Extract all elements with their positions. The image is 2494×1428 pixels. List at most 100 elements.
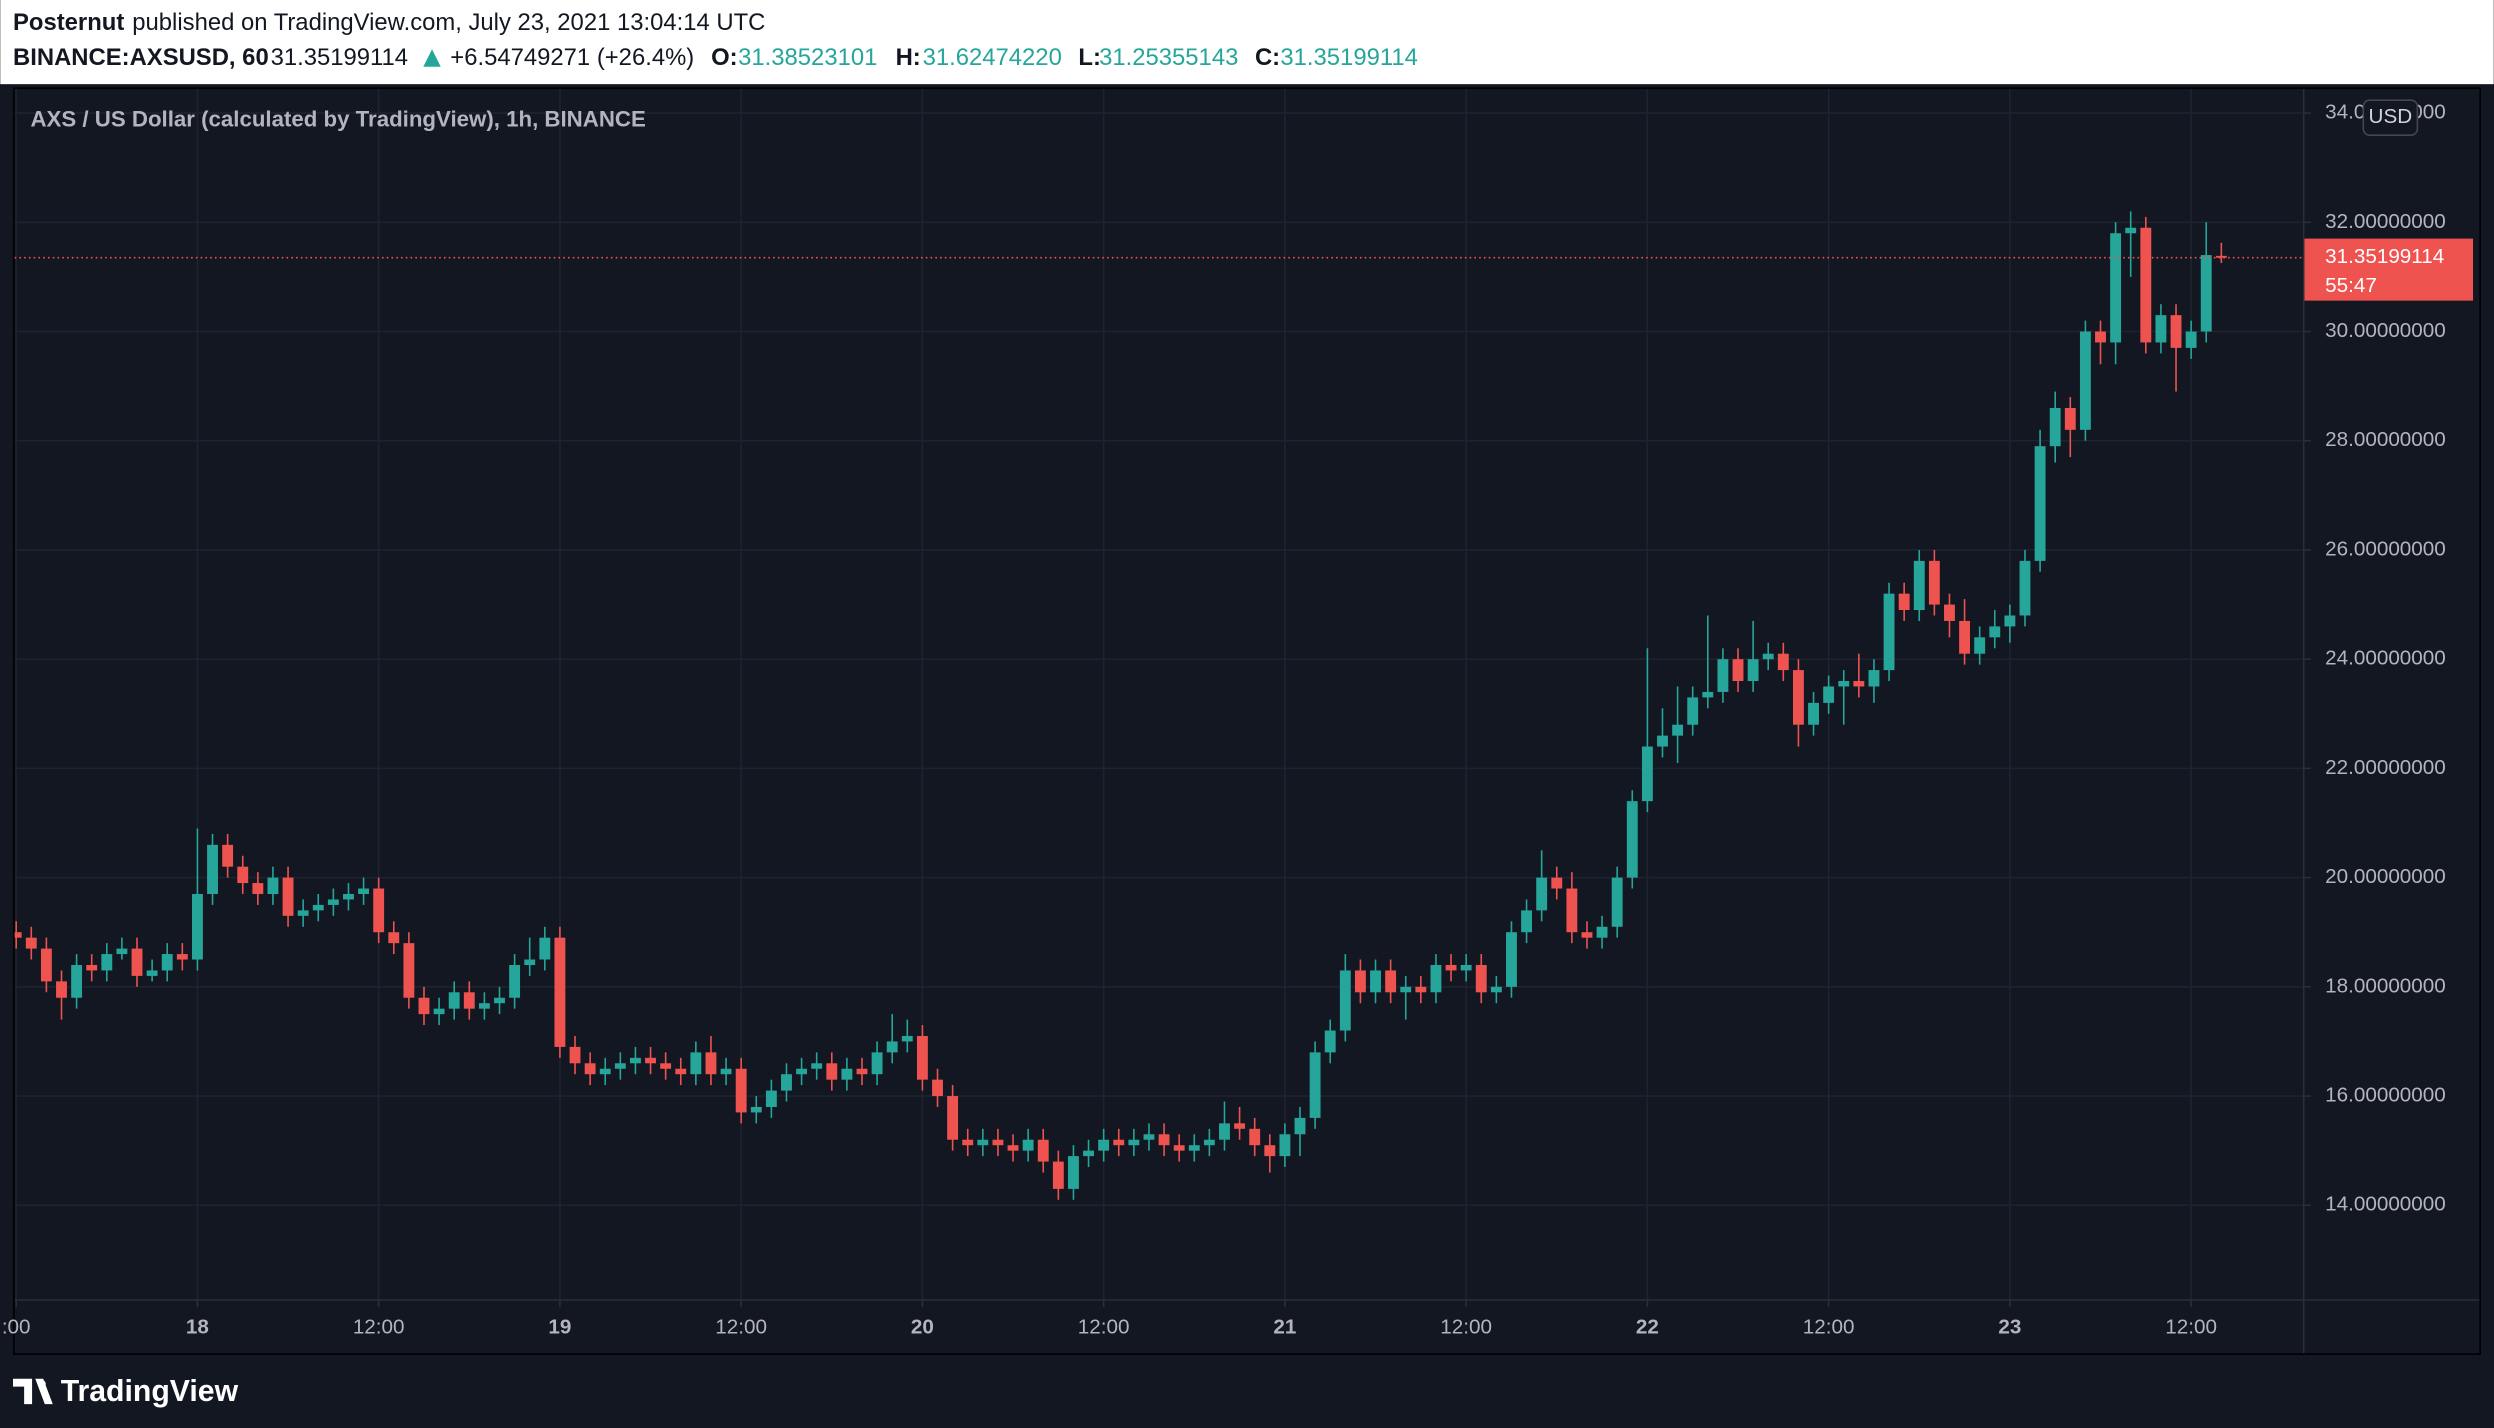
candle-body (1641, 746, 1653, 802)
candle-body (1460, 964, 1472, 971)
candle-body (1430, 964, 1442, 993)
candle-body (614, 1063, 626, 1069)
candle-body (1777, 653, 1789, 671)
candle-body (86, 964, 98, 971)
axes: 14.00000000 16.00000000 18.00000000 20.0000… (2, 101, 2474, 1338)
candle-body (1022, 1139, 1034, 1151)
candle-body (962, 1139, 974, 1146)
candle-body (312, 904, 324, 911)
candle-body (1249, 1128, 1261, 1146)
candle-body (71, 964, 83, 998)
candle-body (25, 937, 37, 949)
published-info: published on TradingView.com, July 23, 2… (132, 9, 765, 36)
candle-body (2079, 331, 2091, 430)
candle-body (433, 1008, 445, 1015)
candle-body (2019, 560, 2031, 616)
x-tick-label: 19 (548, 1315, 571, 1338)
candle-body (2215, 255, 2227, 258)
candle-body (1702, 691, 1714, 698)
candle-body (2185, 331, 2197, 348)
candle-body (2110, 233, 2122, 343)
candle-body (1400, 986, 1412, 993)
candle-body (811, 1063, 823, 1069)
y-tick-label: 32.00000000 (2325, 210, 2446, 233)
logo-text: TradingView (61, 1375, 239, 1408)
candle-body (131, 948, 143, 976)
x-tick-label: 12:00 (2165, 1315, 2217, 1338)
candle-body (992, 1139, 1004, 1146)
candle-body (252, 883, 264, 894)
candle-body (1868, 670, 1880, 687)
ohlc-label: C: (1255, 44, 1280, 71)
candle-body (1415, 986, 1427, 993)
ohlc-label: H: (896, 44, 921, 71)
y-tick-label: 20.00000000 (2325, 865, 2446, 888)
candle-body (675, 1068, 687, 1075)
candle-body (2049, 407, 2061, 447)
candle-body (599, 1068, 611, 1075)
candle-body (1883, 593, 1895, 671)
publisher: Posternut (13, 9, 124, 36)
candle-body (1657, 735, 1668, 747)
candle-body (1294, 1117, 1306, 1135)
candle-body (1611, 877, 1623, 927)
candle-body (765, 1090, 777, 1107)
chart-title: AXS / US Dollar (calculated by TradingVi… (30, 107, 645, 132)
price-label-box (2304, 238, 2474, 301)
candle-body (56, 981, 67, 998)
candle-body (1052, 1161, 1064, 1189)
candle-body (2155, 315, 2167, 343)
candle-body (690, 1052, 702, 1075)
candle-body (161, 954, 173, 971)
candle-body (2200, 255, 2212, 332)
candle-body (1309, 1052, 1321, 1118)
y-tick-label: 26.00000000 (2325, 537, 2446, 560)
candle-body (705, 1052, 717, 1075)
candle-body (509, 964, 521, 998)
candle-body (2004, 615, 2016, 627)
ohlc-label: L: (1078, 44, 1101, 71)
candle-body (750, 1106, 762, 1113)
candle-body (1989, 626, 2001, 638)
candle-body (1234, 1123, 1246, 1129)
countdown: 55:47 (2325, 274, 2377, 297)
y-tick-label: 30.00000000 (2325, 319, 2446, 342)
candle-body (478, 1003, 490, 1009)
candle-body (1838, 681, 1850, 687)
candle-body (1007, 1145, 1019, 1151)
candle-body (660, 1063, 672, 1069)
y-tick-label: 16.00000000 (2325, 1084, 2446, 1107)
candle-body (1898, 593, 1910, 611)
candle-body (1717, 659, 1729, 692)
x-tick-label: 18 (186, 1315, 209, 1338)
candle-body (901, 1035, 913, 1042)
candle-body (207, 844, 218, 894)
candle-body (584, 1063, 596, 1075)
y-tick-label: 18.00000000 (2325, 974, 2446, 997)
x-tick-label: 12:00 (1440, 1315, 1492, 1338)
candle-body (1445, 964, 1457, 971)
x-tick-label: 21 (1273, 1315, 1296, 1338)
candle-body (327, 899, 339, 905)
x-tick-label: 20 (911, 1315, 934, 1338)
candle-body (2125, 227, 2137, 234)
ohlc-value: 31.38523101 (738, 44, 877, 71)
price-label: 31.35199114 (2325, 245, 2444, 268)
candle-body (796, 1068, 808, 1075)
y-tick-label: 24.00000000 (2325, 647, 2446, 670)
currency-badge[interactable] (2362, 99, 2419, 136)
ohlc-value: 31.62474220 (923, 44, 1062, 71)
candle-body (1490, 986, 1502, 993)
candle-body (373, 888, 385, 933)
candle-body (1264, 1145, 1276, 1157)
y-tick-label: 14.00000000 (2325, 1193, 2446, 1216)
candle-body (1959, 620, 1971, 654)
candle-body (101, 954, 113, 971)
candle-body (2140, 227, 2152, 343)
candle-body (1732, 659, 1744, 682)
candle-body (1339, 970, 1351, 1031)
candle-body (554, 937, 566, 1047)
candle-body (720, 1068, 732, 1075)
